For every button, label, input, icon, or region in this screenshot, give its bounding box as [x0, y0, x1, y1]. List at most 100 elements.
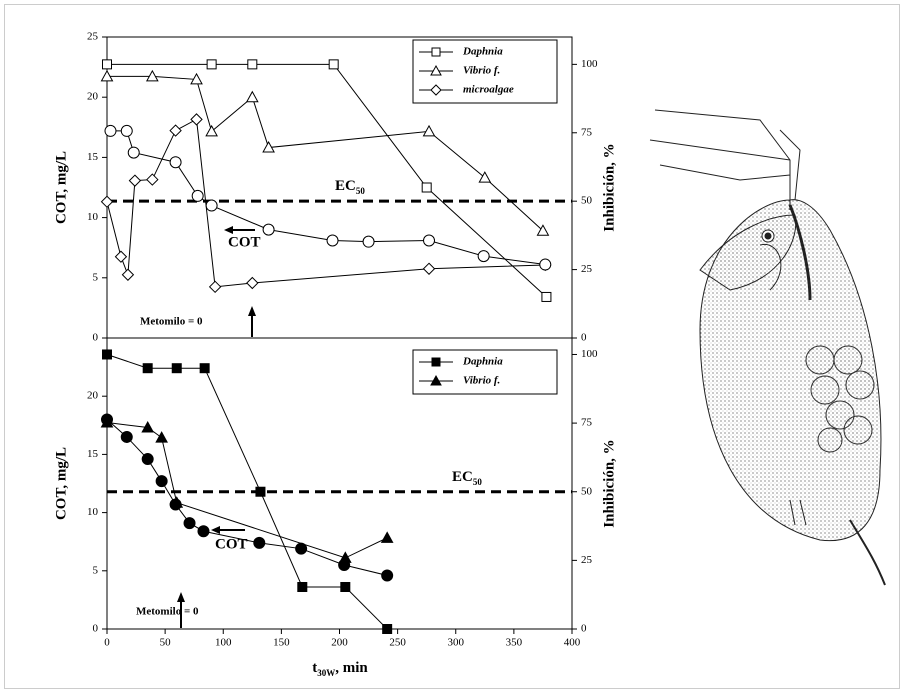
- ec50-label-sub: 50: [356, 186, 366, 196]
- marker: [146, 173, 159, 186]
- marker: [183, 517, 196, 530]
- x-tick-label: 400: [564, 637, 581, 649]
- y-axis-label: COT, mg/L: [53, 151, 69, 224]
- marker: [197, 525, 210, 538]
- y2-tick-label: 50: [581, 485, 593, 497]
- y-tick-label: 20: [87, 390, 99, 402]
- y-tick-label: 0: [93, 623, 99, 635]
- marker: [142, 363, 153, 374]
- cot-arrow-head: [224, 226, 233, 234]
- marker: [255, 486, 266, 497]
- cot-arrow-head: [211, 526, 220, 534]
- x-tick-label: 150: [273, 637, 290, 649]
- marker: [477, 250, 490, 263]
- x-tick-label: 50: [160, 637, 172, 649]
- x-tick-label: 0: [104, 637, 110, 649]
- marker: [247, 59, 258, 70]
- y2-axis-label: Inhibición, %: [601, 439, 617, 527]
- marker: [145, 69, 159, 82]
- marker: [190, 113, 203, 126]
- y2-axis-label: Inhibición, %: [601, 143, 617, 231]
- legend-box: [412, 349, 558, 395]
- y2-tick-label: 0: [581, 332, 587, 344]
- marker: [338, 558, 351, 571]
- x-axis-label-main: t: [312, 660, 317, 676]
- y2-tick-label: 25: [581, 263, 593, 275]
- marker: [114, 250, 128, 263]
- marker: [536, 224, 550, 236]
- marker: [253, 536, 266, 549]
- x-tick-label: 350: [506, 637, 523, 649]
- y2-tick-label: 0: [581, 623, 587, 635]
- marker: [380, 531, 394, 543]
- marker: [206, 59, 217, 70]
- x-axis-label-sub: 30W: [317, 668, 335, 678]
- y2-tick-label: 50: [581, 195, 593, 207]
- marker: [169, 124, 182, 137]
- marker: [421, 182, 432, 193]
- legend-marker: [431, 47, 441, 57]
- marker: [191, 189, 204, 202]
- metomilo-arrow-head: [248, 306, 256, 316]
- marker: [382, 624, 393, 634]
- legend-label: Vibrio f.: [463, 65, 500, 77]
- y-tick-label: 10: [87, 506, 99, 518]
- marker: [326, 234, 339, 247]
- legend-label: Daphnia: [462, 46, 503, 58]
- legend-marker: [430, 374, 442, 386]
- marker: [328, 59, 339, 70]
- ec50-label: EC50: [452, 469, 482, 487]
- marker: [190, 72, 203, 85]
- marker: [423, 234, 436, 247]
- marker: [120, 430, 133, 443]
- legend-marker: [430, 84, 442, 96]
- ec50-label-main: EC: [335, 178, 356, 194]
- marker: [169, 156, 182, 169]
- marker: [245, 90, 259, 103]
- marker: [155, 431, 168, 443]
- marker: [381, 569, 394, 582]
- y2-tick-label: 100: [581, 348, 598, 360]
- cot-label: COT: [228, 234, 261, 250]
- y2-tick-label: 75: [581, 126, 593, 138]
- marker: [340, 581, 351, 592]
- marker: [120, 124, 133, 137]
- y2-tick-label: 100: [581, 58, 598, 70]
- y-tick-label: 10: [87, 211, 99, 223]
- x-tick-label: 250: [389, 637, 406, 649]
- marker: [246, 276, 259, 290]
- marker: [101, 413, 113, 426]
- marker: [205, 199, 218, 212]
- x-tick-label: 300: [448, 637, 465, 649]
- marker: [104, 124, 117, 137]
- marker: [208, 280, 222, 294]
- marker: [169, 498, 182, 511]
- y2-tick-label: 25: [581, 554, 593, 566]
- y-tick-label: 20: [87, 91, 99, 103]
- legend-label: Daphnia: [462, 356, 503, 368]
- x-tick-label: 200: [331, 637, 348, 649]
- series-line: [107, 63, 547, 298]
- marker: [262, 223, 275, 236]
- y-tick-label: 0: [93, 332, 99, 344]
- marker: [262, 141, 275, 153]
- y-tick-label: 15: [87, 448, 99, 460]
- legend-marker: [430, 64, 442, 76]
- marker: [362, 235, 375, 248]
- legend-label: Vibrio f.: [463, 375, 500, 387]
- marker: [295, 542, 308, 555]
- marker: [100, 195, 114, 208]
- y2-tick-label: 75: [581, 417, 593, 429]
- marker: [127, 146, 140, 159]
- metomilo-label: Metomilo = 0: [140, 316, 203, 328]
- metomilo-arrow-head: [177, 592, 185, 602]
- marker: [478, 171, 492, 183]
- ec50-label-main: EC: [452, 469, 473, 485]
- marker: [155, 475, 168, 488]
- marker: [541, 291, 552, 302]
- marker: [141, 420, 155, 433]
- marker: [102, 349, 112, 360]
- legend-label: microalgae: [463, 84, 514, 96]
- cot-label: COT: [215, 536, 248, 552]
